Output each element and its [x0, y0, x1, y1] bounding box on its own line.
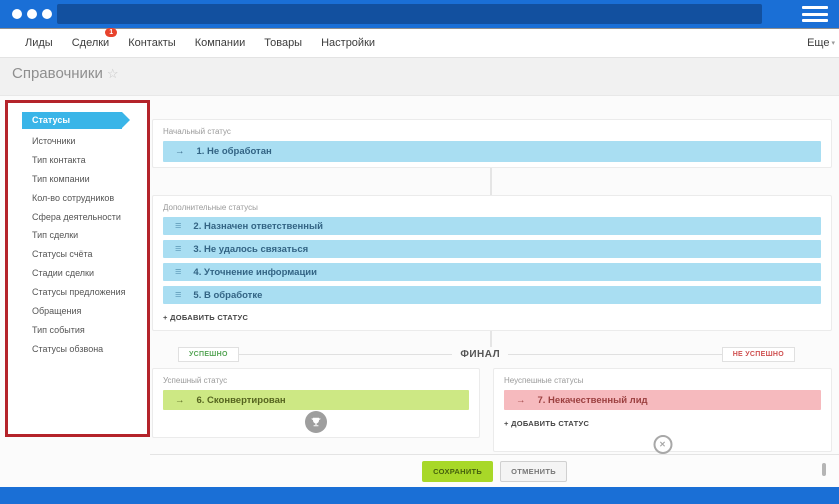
scrollbar-thumb[interactable]: [822, 463, 826, 476]
window-dots-icon: [12, 9, 52, 19]
sidebar-item-contact-type[interactable]: Тип контакта: [32, 154, 86, 165]
nav-item-settings[interactable]: Настройки: [321, 37, 376, 49]
nav-item-products[interactable]: Товары: [264, 37, 303, 49]
status-bar-7[interactable]: → 7. Некачественный лид: [504, 390, 821, 410]
status-bar-label: 2. Назначен ответственный: [193, 220, 323, 232]
pipeline-connector: [490, 331, 492, 347]
success-status-label: Успешный статус: [163, 376, 228, 385]
sidebar-item-deal-type[interactable]: Тип сделки: [32, 230, 79, 241]
nav-item-leads[interactable]: Лиды: [25, 37, 53, 49]
initial-status-label: Начальный статус: [163, 127, 231, 136]
sidebar-item-offer-statuses[interactable]: Статусы предложения: [32, 287, 126, 298]
drag-handle-icon[interactable]: ≡: [175, 220, 182, 232]
additional-statuses-label: Дополнительные статусы: [163, 203, 258, 212]
hamburger-menu-icon[interactable]: [802, 6, 828, 22]
final-title: ФИНАЛ: [460, 348, 501, 360]
annotation-highlight-box: Статусы Источники Тип контакта Тип компа…: [5, 100, 150, 437]
nav-item-companies[interactable]: Компании: [194, 37, 246, 49]
status-bar-label: 7. Некачественный лид: [537, 394, 648, 406]
sidebar-item-deal-stages[interactable]: Стадии сделки: [32, 268, 95, 279]
add-status-link[interactable]: + ДОБАВИТЬ СТАТУС: [504, 419, 590, 428]
sidebar-item-requests[interactable]: Обращения: [32, 306, 82, 317]
page-title: Справочники ☆: [12, 65, 119, 82]
deals-count-badge: 1: [105, 28, 118, 37]
drag-handle-icon[interactable]: ≡: [175, 266, 182, 278]
nav-more-menu[interactable]: Еще ▾: [807, 37, 835, 49]
sidebar-item-sources[interactable]: Источники: [32, 136, 76, 146]
sidebar-item-statuses-selected[interactable]: Статусы: [22, 112, 130, 129]
divider-line: [508, 353, 722, 355]
tab-success[interactable]: УСПЕШНО: [178, 346, 239, 362]
drag-handle-icon[interactable]: ≡: [175, 289, 182, 301]
status-bar-5[interactable]: ≡ 5. В обработке: [163, 286, 821, 304]
tab-not-success[interactable]: НЕ УСПЕШНО: [721, 346, 796, 362]
fail-statuses-panel: Неуспешные статусы → 7. Некачественный л…: [493, 368, 832, 454]
action-footer: СОХРАНИТЬ ОТМЕНИТЬ: [150, 454, 839, 487]
sidebar-item-activity-field[interactable]: Сфера деятельности: [32, 211, 121, 222]
status-bar-label: 4. Уточнение информации: [193, 266, 317, 278]
drag-handle-icon[interactable]: ≡: [175, 243, 182, 255]
additional-statuses-panel: Дополнительные статусы ≡ 2. Назначен отв…: [152, 195, 832, 331]
main-navbar: Лиды Сделки 1 Контакты Компании Товары На…: [0, 28, 839, 58]
status-bar-label: 6. Сконвертирован: [196, 394, 286, 406]
status-bar-2[interactable]: ≡ 2. Назначен ответственный: [163, 217, 821, 235]
divider-line: [238, 353, 453, 355]
status-bar-label: 3. Не удалось связаться: [193, 243, 309, 255]
status-bar-4[interactable]: ≡ 4. Уточнение информации: [163, 263, 821, 281]
status-bar-3[interactable]: ≡ 3. Не удалось связаться: [163, 240, 821, 258]
status-bar-1[interactable]: → 1. Не обработан: [163, 141, 821, 162]
sidebar-item-call-statuses[interactable]: Статусы обзвона: [32, 343, 104, 354]
final-divider: УСПЕШНО ФИНАЛ НЕ УСПЕШНО: [152, 346, 832, 362]
status-bar-label: 1. Не обработан: [196, 146, 272, 157]
window-dot-icon: [42, 9, 52, 19]
status-bar-label: 5. В обработке: [193, 289, 263, 301]
pipeline-connector: [490, 168, 492, 195]
address-bar[interactable]: [57, 4, 762, 24]
window-dot-icon: [27, 9, 37, 19]
arrow-right-icon: →: [175, 146, 185, 157]
sidebar-item-invoice-statuses[interactable]: Статусы счёта: [32, 249, 93, 260]
add-status-link[interactable]: + ДОБАВИТЬ СТАТУС: [163, 313, 249, 322]
sidebar-item-company-type[interactable]: Тип компании: [32, 173, 90, 184]
window-dot-icon: [12, 9, 22, 19]
bottom-blue-bar: [0, 487, 839, 504]
reject-circle-icon: ✕: [653, 435, 672, 454]
arrow-right-icon: →: [175, 394, 185, 406]
arrow-right-icon: →: [516, 394, 526, 406]
status-bar-6[interactable]: → 6. Сконвертирован: [163, 390, 469, 410]
nav-item-contacts[interactable]: Контакты: [128, 37, 176, 49]
title-band: Справочники ☆: [0, 58, 839, 95]
initial-status-panel: Начальный статус → 1. Не обработан: [152, 119, 832, 168]
browser-topbar: [0, 0, 839, 28]
chevron-down-icon: ▾: [831, 40, 835, 47]
sidebar-item-event-type[interactable]: Тип события: [32, 324, 85, 335]
sidebar-item-employee-count[interactable]: Кол-во сотрудников: [32, 192, 115, 203]
fail-statuses-label: Неуспешные статусы: [504, 376, 584, 385]
success-status-panel: Успешный статус → 6. Сконвертирован: [152, 368, 480, 438]
cancel-button[interactable]: ОТМЕНИТЬ: [500, 460, 567, 482]
favorite-star-icon[interactable]: ☆: [106, 66, 119, 81]
save-button[interactable]: СОХРАНИТЬ: [422, 460, 494, 482]
trophy-icon: [305, 411, 327, 433]
nav-item-deals[interactable]: Сделки 1: [72, 28, 118, 49]
